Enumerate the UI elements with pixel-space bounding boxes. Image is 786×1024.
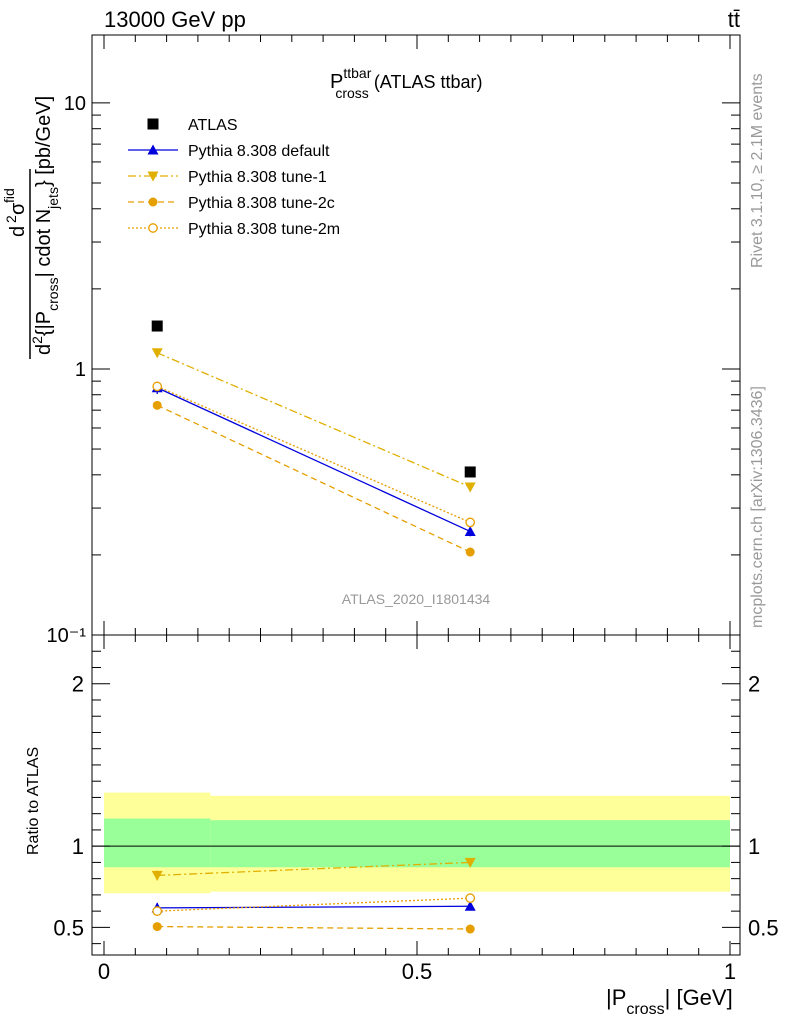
ratio-ytick-label-left-1: 1	[72, 834, 84, 859]
main-point-tune2m-0	[152, 381, 163, 392]
legend-label-4: Pythia 8.308 tune-2m	[188, 221, 340, 238]
legend-label-2: Pythia 8.308 tune-1	[188, 169, 327, 186]
x-axis-label: |Pcross| [GeV]	[606, 985, 733, 1018]
y-label-num-sup: fid	[1, 188, 17, 203]
legend: ATLAS Pythia 8.308 default Pythia 8.308 tu…	[128, 117, 340, 238]
ratio-bands	[104, 792, 731, 894]
analysis-watermark: ATLAS_2020_I1801434	[342, 591, 491, 607]
plot-title-sup: ttbar	[343, 65, 371, 81]
ratio-line-default	[157, 905, 471, 909]
ratio-ytick-label-left-0: 2	[72, 672, 84, 697]
ratio-xtick-label-0: 0	[98, 959, 110, 984]
main-point-tune2c-0	[152, 400, 162, 410]
plot-title-sub: cross	[335, 85, 368, 101]
ratio-line-tune2c	[157, 925, 471, 930]
legend-label-3: Pythia 8.308 tune-2c	[188, 195, 335, 212]
y-label-den-sub2: jets	[45, 187, 61, 210]
ratio-point-tune2m-0	[152, 906, 163, 916]
plot-title-suffix: (ATLAS ttbar)	[369, 72, 483, 92]
main-point-tune2c-1	[465, 547, 475, 557]
y-label-den-sub: cross	[45, 277, 61, 310]
svg-text:d2{|Pcross| cdot Njets} [pb/Ge: d2{|Pcross| cdot Njets} [pb/GeV]	[29, 96, 61, 355]
main-line-default	[156, 387, 471, 533]
ratio-point-tune2c-0	[152, 922, 162, 932]
rivet-label: Rivet 3.1.10, ≥ 2.1M events	[749, 73, 766, 268]
header-left: 13000 GeV pp	[104, 7, 246, 32]
main-ticks: 10 1 10⁻¹	[47, 35, 740, 647]
ratio-line-tune2m	[157, 897, 471, 912]
main-point-tune2m-1	[465, 517, 476, 528]
ratio-ytick-label-right-1: 1	[748, 834, 760, 859]
ratio-ytick-label-right-2: 0.5	[748, 915, 779, 940]
x-label-post: | [GeV]	[665, 985, 733, 1010]
svg-text:2σfid: 2σfid	[1, 188, 29, 223]
ratio-point-default-1	[464, 900, 476, 911]
legend-marker-0	[147, 118, 159, 130]
main-point-atlas-0	[151, 320, 163, 332]
ratio-marks	[151, 857, 476, 934]
ratio-point-tune2m-1	[465, 893, 476, 903]
ratio-axis-label: Ratio to ATLAS	[25, 747, 42, 855]
mcplots-label: mcplots.cern.ch [arXiv:1306.3436]	[749, 386, 766, 628]
ratio-point-tune1-1	[464, 857, 476, 868]
plot-title-base: P	[330, 71, 343, 93]
y-label-den-mid: | cdot N	[33, 209, 55, 278]
y-label-den-d: d	[33, 344, 55, 355]
y-label-num-sigma: σ	[7, 202, 29, 215]
ratio-xtick-label-1: 0.5	[402, 959, 433, 984]
legend-label-1: Pythia 8.308 default	[188, 143, 330, 160]
ratio-band-inner-0	[104, 818, 211, 868]
legend-marker-2	[147, 171, 159, 182]
main-marks	[151, 320, 476, 557]
y-label-den-close: } [pb/GeV]	[33, 96, 55, 187]
main-ytick-label-0: 10	[64, 93, 86, 115]
legend-marker-1	[147, 144, 159, 155]
main-point-tune1-1	[464, 482, 476, 493]
y-axis-label: d d2{|Pcross| cdot Njets} [pb/GeV] 2σfid	[1, 96, 61, 359]
ratio-ytick-label-right-0: 2	[748, 672, 760, 697]
main-ytick-label-2: 10⁻¹	[47, 625, 87, 647]
x-label-pre: |P	[606, 985, 626, 1010]
ratio-xtick-label-2: 1	[724, 959, 736, 984]
svg-text:d: d	[7, 226, 29, 237]
ratio-point-tune2c-1	[465, 924, 475, 934]
main-ytick-label-1: 1	[75, 359, 86, 381]
main-line-tune1	[156, 352, 471, 488]
legend-marker-4	[148, 223, 158, 233]
header-right: tt̄	[728, 7, 740, 32]
plot-title: Pttbar cross (ATLAS ttbar)	[330, 65, 483, 101]
ratio-line-tune1	[157, 861, 471, 877]
ratio-point-tune1-0	[151, 870, 163, 881]
y-label-den-2: 2	[29, 336, 45, 344]
y-label-den-body: {|P	[33, 311, 55, 336]
ratio-frame	[91, 634, 741, 956]
x-label-sub: cross	[626, 1001, 664, 1018]
main-point-tune1-0	[151, 348, 163, 359]
main-point-atlas-1	[464, 466, 476, 478]
legend-label-0: ATLAS	[188, 117, 238, 134]
main-line-tune2m	[156, 385, 471, 523]
legend-marker-3	[148, 197, 158, 207]
ratio-ticks: 2 2 1 1 0.5 0.5 0 0.5 1	[53, 635, 779, 984]
y-label-num-2: 2	[3, 215, 19, 223]
ratio-ytick-label-left-2: 0.5	[53, 915, 84, 940]
ratio-panel: 2 2 1 1 0.5 0.5 0 0.5 1	[53, 634, 779, 984]
main-line-tune2c	[156, 404, 471, 553]
y-label-num-d: d	[7, 226, 29, 237]
main-point-default-1	[464, 525, 476, 536]
